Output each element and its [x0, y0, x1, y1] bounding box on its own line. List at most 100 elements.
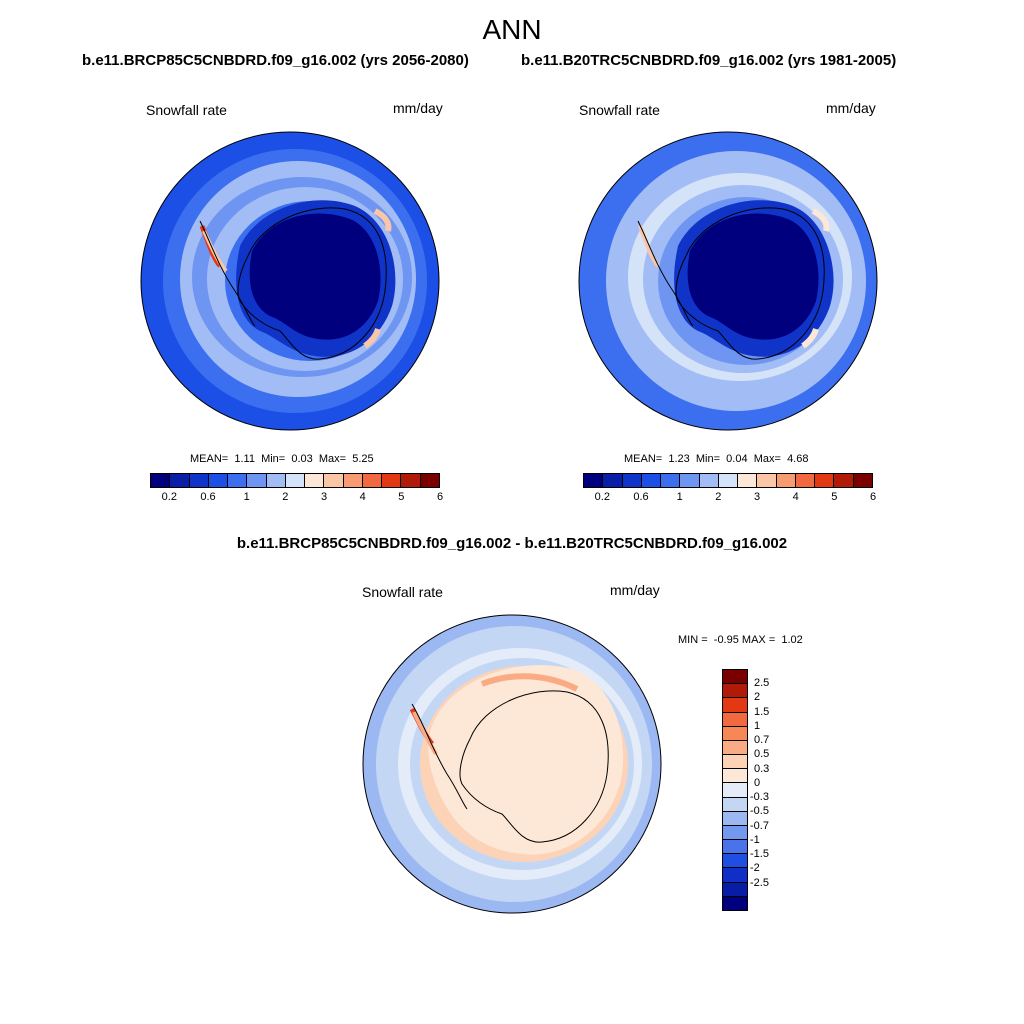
difference-colorbar-tick-label: 0.3 [754, 762, 770, 775]
difference-colorbar-swatch [723, 755, 747, 770]
panel2-colorbar-swatch [834, 474, 854, 487]
difference-colorbar-tick-label: -2.5 [750, 876, 769, 889]
panel2-colorbar-ticks: 0.2 0.6 1 2 3 4 5 6 [583, 488, 877, 504]
difference-colorbar-swatch [723, 740, 747, 756]
difference-variable-label: Snowfall rate [362, 584, 443, 600]
difference-max-label: MAX = [741, 634, 776, 646]
panel1-max-label: Max= [318, 453, 347, 465]
panel2-stats: MEAN= 1.23 Min= 0.04 Max= 4.68 [624, 453, 808, 465]
difference-colorbar-swatch [723, 811, 747, 826]
difference-colorbar-swatch [723, 698, 747, 713]
difference-polar-map [362, 614, 662, 914]
difference-colorbar-tick-label: -2 [750, 862, 760, 875]
panel1-colorbar-swatch [170, 474, 190, 487]
panel1-colorbar-tick-label: 0.2 [161, 491, 177, 503]
panel1-colorbar-tick-label: 4 [359, 491, 366, 503]
panel1-colorbar-tick-label: 5 [398, 491, 405, 503]
panel1-colorbar-tick-label: 6 [436, 491, 444, 503]
panel2-colorbar-swatch [776, 474, 796, 487]
difference-max-value: 1.02 [781, 634, 803, 646]
difference-colorbar-tick-label: -0.7 [750, 819, 769, 832]
panel2-colorbar-swatch [738, 474, 758, 487]
difference-colorbar: 2.5 2 1.5 1 0.7 0.5 0.3 0 -0.3 -0.5 -0.7 -1 -1.5 -2 -2… [722, 669, 769, 911]
difference-colorbar-tick-label: 1.5 [754, 705, 770, 718]
difference-colorbar-tick-label: 1 [754, 719, 761, 732]
panel2-colorbar-swatch [584, 474, 604, 487]
panel2-units-label: mm/day [826, 100, 876, 116]
panel1-stats: MEAN= 1.11 Min= 0.03 Max= 5.25 [190, 453, 374, 465]
panel2-mean-label: MEAN= [624, 453, 663, 465]
panel2-colorbar-swatch [718, 474, 739, 487]
difference-colorbar-tick-label: 2 [754, 691, 761, 704]
panel1-colorbar: 0.2 0.6 1 2 3 4 5 6 [150, 473, 444, 504]
panel1-colorbar-swatch [285, 474, 306, 487]
panel2-colorbar: 0.2 0.6 1 2 3 4 5 6 [583, 473, 877, 504]
panel2-colorbar-tick-label: 5 [831, 491, 838, 503]
panel2-max-label: Max= [753, 453, 781, 465]
difference-colorbar-swatch [723, 840, 747, 855]
panel1-colorbar-tick-label: 3 [320, 491, 328, 503]
panel1-colorbar-swatch [189, 474, 209, 487]
difference-units-label: mm/day [610, 582, 660, 598]
panel1-mean-label: MEAN= [190, 453, 229, 465]
panel1-colorbar-swatch [305, 474, 325, 487]
panel2-min-label: Min= [695, 453, 721, 465]
difference-colorbar-swatch [723, 726, 747, 741]
panel1-colorbar-tick-label: 0.6 [200, 491, 216, 503]
panel2-max-value: 4.68 [787, 453, 809, 465]
difference-min-value: -0.95 [713, 634, 739, 646]
panel1-colorbar-ticks: 0.2 0.6 1 2 3 4 5 6 [150, 488, 444, 504]
panel2-colorbar-swatches [583, 473, 873, 488]
difference-colorbar-tick-label: 0.5 [754, 748, 770, 761]
panel1-case-title: b.e11.BRCP85C5CNBDRD.f09_g16.002 (yrs 20… [82, 52, 469, 69]
difference-colorbar-swatch [723, 670, 747, 685]
panel1-min-value: 0.03 [291, 453, 313, 465]
panel2-colorbar-tick-label: 0.6 [633, 491, 649, 503]
panel1-colorbar-swatches [150, 473, 440, 488]
panel1-colorbar-swatch [343, 474, 363, 487]
panel2-colorbar-tick-label: 6 [869, 491, 877, 503]
difference-colorbar-swatch [723, 684, 747, 699]
panel2-variable-label: Snowfall rate [579, 102, 660, 118]
panel1-colorbar-swatch [228, 474, 248, 487]
panel2-colorbar-tick-label: 3 [753, 491, 761, 503]
panel1-colorbar-swatch [382, 474, 402, 487]
panel1-polar-map [140, 131, 440, 431]
difference-colorbar-tick-label: -0.3 [750, 791, 769, 804]
panel2-colorbar-tick-label: 0.2 [594, 491, 610, 503]
difference-colorbar-swatches [722, 669, 748, 911]
difference-colorbar-swatch [723, 712, 747, 727]
panel1-mean-value: 1.11 [234, 453, 255, 465]
panel2-colorbar-tick-label: 2 [715, 491, 722, 503]
difference-colorbar-swatch [723, 797, 747, 812]
panel2-colorbar-swatch [603, 474, 623, 487]
panel2-colorbar-tick-label: 4 [792, 491, 799, 503]
difference-colorbar-swatch [723, 854, 747, 869]
panel1-max-value: 5.25 [352, 453, 374, 465]
difference-colorbar-swatch [723, 882, 747, 897]
panel1-colorbar-swatch [362, 474, 383, 487]
difference-colorbar-tick-label: 0.7 [754, 734, 770, 747]
panel2-min-value: 0.04 [726, 453, 748, 465]
panel1-colorbar-swatch [208, 474, 229, 487]
difference-colorbar-tick-label: 2.5 [754, 677, 770, 690]
figure-title: ANN [482, 14, 542, 45]
difference-min-label: MIN = [678, 634, 708, 646]
panel1-units-label: mm/day [393, 100, 443, 116]
panel1-colorbar-swatch [324, 474, 344, 487]
difference-colorbar-swatch [723, 825, 747, 841]
difference-colorbar-swatch [723, 896, 747, 910]
difference-colorbar-tick-label: -1 [750, 833, 760, 846]
panel2-colorbar-swatch [699, 474, 719, 487]
difference-colorbar-swatch [723, 783, 747, 798]
difference-title: b.e11.BRCP85C5CNBDRD.f09_g16.002 - b.e11… [236, 535, 788, 552]
panel1-variable-label: Snowfall rate [146, 102, 227, 118]
panel2-colorbar-swatch [853, 474, 872, 487]
panel2-colorbar-swatch [680, 474, 700, 487]
panel1-colorbar-tick-label: 2 [282, 491, 289, 503]
panel1-colorbar-swatch [420, 474, 439, 487]
panel2-case-title: b.e11.B20TRC5CNBDRD.f09_g16.002 (yrs 198… [521, 52, 897, 69]
panel1-colorbar-swatch [266, 474, 286, 487]
difference-stats: MIN = -0.95 MAX = 1.02 [678, 634, 803, 646]
panel2-colorbar-swatch [795, 474, 816, 487]
